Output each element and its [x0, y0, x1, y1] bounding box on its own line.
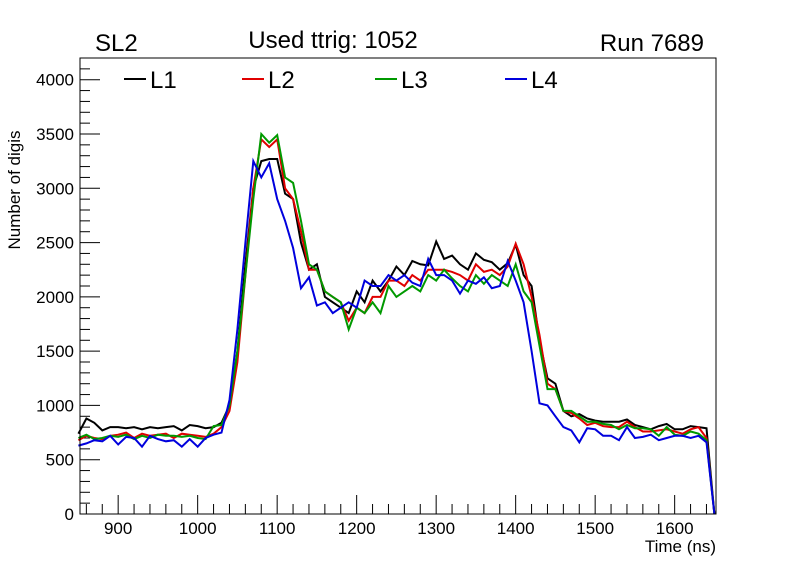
legend-label: L2: [268, 67, 295, 94]
x-tick-label: 900: [104, 519, 132, 538]
x-tick-label: 1200: [338, 519, 376, 538]
y-tick-label: 1000: [36, 396, 74, 415]
legend: L1 L2 L3 L4: [124, 67, 558, 94]
y-tick-label: 2000: [36, 288, 74, 307]
y-tick-label: 3500: [36, 125, 74, 144]
y-tick-label: 500: [46, 451, 74, 470]
x-axis-label: Time (ns): [645, 537, 716, 556]
legend-entry-l3: L3: [375, 67, 428, 94]
y-tick-label: 1500: [36, 342, 74, 361]
chart-title: Used ttrig: 1052: [248, 27, 417, 54]
title-left: SL2: [95, 30, 138, 57]
title-right: Run 7689: [600, 30, 704, 57]
legend-label: L4: [531, 67, 558, 94]
series-line-l4: [78, 157, 716, 515]
series-line-l1: [77, 158, 716, 515]
legend-entry-l4: L4: [505, 67, 558, 94]
series-line-l3: [78, 131, 716, 515]
y-tick-label: 0: [65, 505, 74, 524]
axes-ticks: 0 500 1000 1500 2000 2500 3000 3500 4000 900 1000 1…: [36, 57, 707, 538]
legend-entry-l2: L2: [242, 67, 295, 94]
legend-label: L3: [401, 67, 428, 94]
series-lines: [77, 131, 716, 515]
y-tick-label: 3000: [36, 179, 74, 198]
x-tick-label: 1000: [179, 519, 217, 538]
y-axis-label: Number of digis: [5, 130, 24, 249]
x-tick-label: 1500: [576, 519, 614, 538]
y-tick-label: 4000: [36, 71, 74, 90]
y-tick-label: 2500: [36, 234, 74, 253]
x-tick-label: 1400: [497, 519, 535, 538]
x-tick-label: 1100: [259, 519, 296, 538]
legend-label: L1: [150, 67, 177, 94]
plot-frame: [79, 57, 717, 515]
legend-entry-l1: L1: [124, 67, 177, 94]
x-tick-label: 1300: [417, 519, 455, 538]
x-tick-label: 1600: [656, 519, 694, 538]
